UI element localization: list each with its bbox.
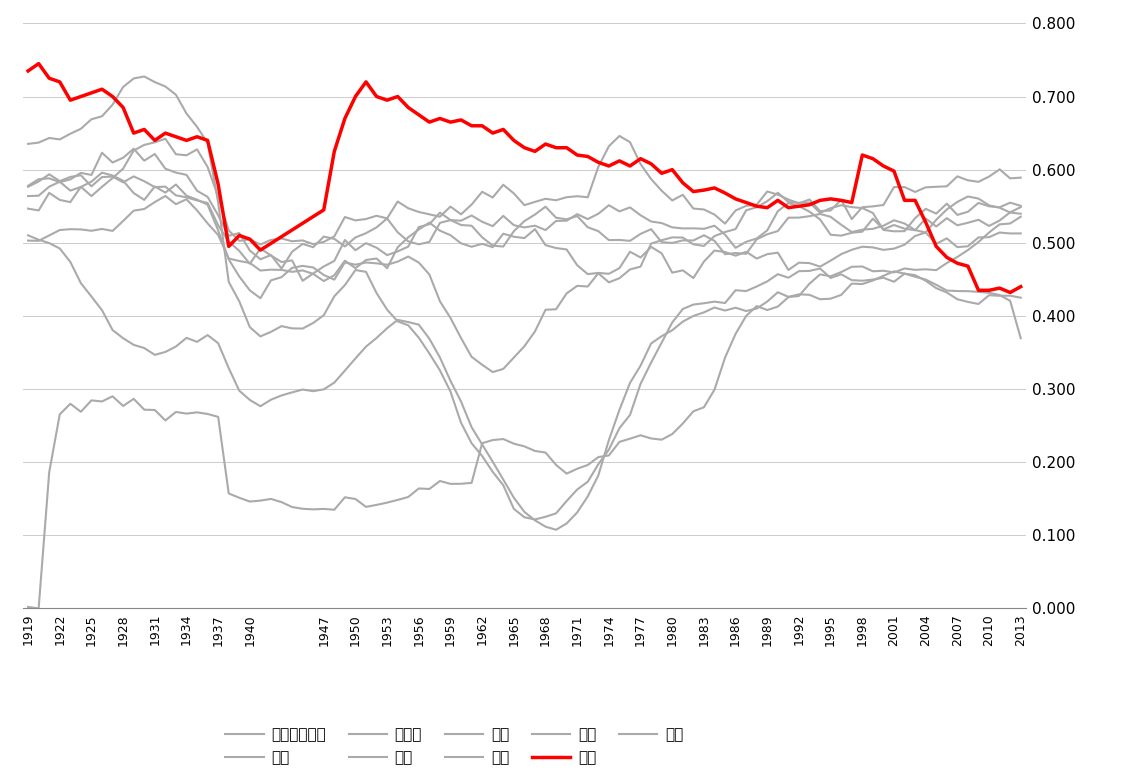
Legend: 北海道・東北, 関東, 甲信越, 東海, 北陸, 近畵, 中国, 四国, 九州: 北海道・東北, 関東, 甲信越, 東海, 北陸, 近畵, 中国, 四国, 九州 xyxy=(219,722,690,771)
